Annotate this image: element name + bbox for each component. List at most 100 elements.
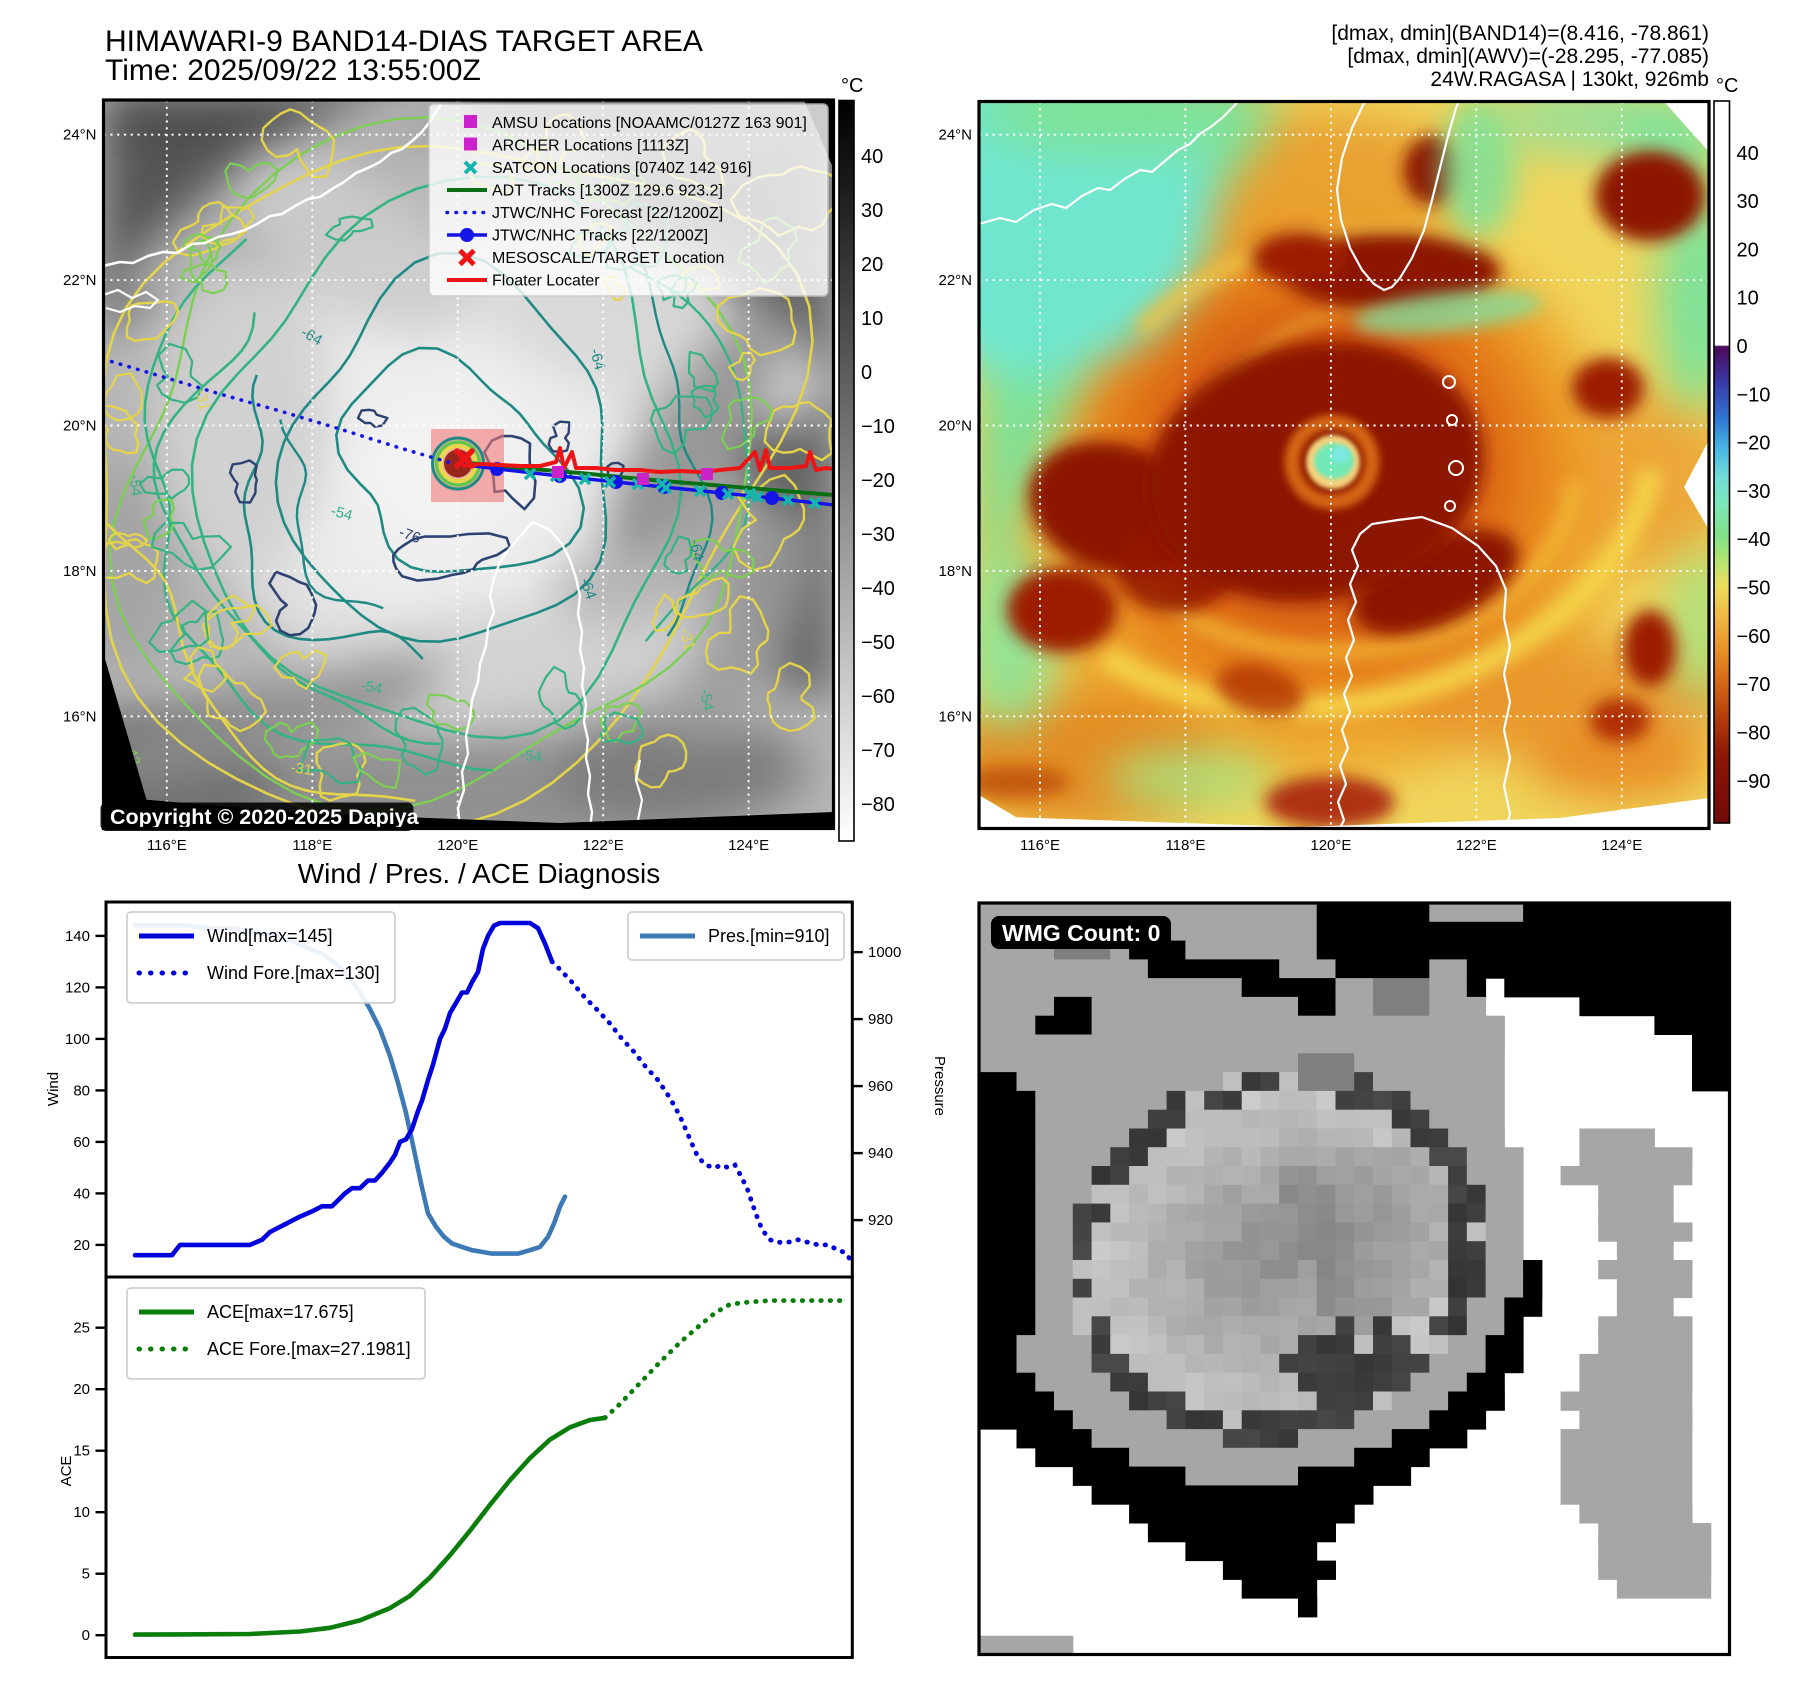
- svg-text:Wind Fore.[max=130]: Wind Fore.[max=130]: [207, 963, 380, 983]
- svg-text:−40: −40: [1737, 529, 1771, 551]
- svg-text:°C: °C: [1716, 75, 1738, 97]
- svg-text:20°N: 20°N: [938, 418, 972, 435]
- svg-text:−80: −80: [861, 794, 895, 816]
- svg-text:18°N: 18°N: [938, 563, 972, 580]
- svg-text:24°N: 24°N: [938, 127, 972, 144]
- svg-text:16°N: 16°N: [63, 708, 97, 725]
- svg-text:−50: −50: [861, 632, 895, 654]
- svg-text:10: 10: [73, 1504, 90, 1521]
- svg-text:−20: −20: [1737, 433, 1771, 455]
- svg-text:10: 10: [861, 308, 883, 330]
- svg-text:100: 100: [65, 1031, 90, 1048]
- svg-text:Wind / Pres. / ACE Diagnosis: Wind / Pres. / ACE Diagnosis: [298, 858, 661, 889]
- svg-text:°C: °C: [841, 75, 863, 97]
- svg-text:980: 980: [868, 1011, 893, 1028]
- svg-text:116°E: 116°E: [147, 837, 187, 854]
- svg-text:40: 40: [861, 146, 883, 168]
- svg-text:-31: -31: [192, 388, 213, 412]
- svg-text:WMG Count: 0: WMG Count: 0: [1002, 920, 1160, 946]
- svg-text:30: 30: [861, 200, 883, 222]
- svg-text:−60: −60: [861, 686, 895, 708]
- svg-text:SATCON Locations [0740Z 142 91: SATCON Locations [0740Z 142 916]: [492, 160, 751, 177]
- svg-text:−30: −30: [861, 524, 895, 546]
- svg-text:80: 80: [73, 1082, 90, 1099]
- svg-text:25: 25: [73, 1320, 90, 1337]
- svg-text:MESOSCALE/TARGET Location: MESOSCALE/TARGET Location: [492, 250, 724, 267]
- svg-text:24°N: 24°N: [63, 127, 97, 144]
- svg-text:40: 40: [73, 1185, 90, 1202]
- svg-text:15: 15: [73, 1443, 90, 1460]
- svg-text:−50: −50: [1737, 578, 1771, 600]
- svg-text:60: 60: [73, 1134, 90, 1151]
- svg-text:-54: -54: [359, 677, 383, 698]
- svg-text:24W.RAGASA | 130kt, 926mb: 24W.RAGASA | 130kt, 926mb: [1430, 68, 1709, 91]
- svg-text:140: 140: [65, 928, 90, 945]
- svg-text:[dmax, dmin](AWV)=(-28.295, -7: [dmax, dmin](AWV)=(-28.295, -77.085): [1347, 45, 1709, 68]
- svg-text:940: 940: [868, 1145, 893, 1162]
- svg-text:-76: -76: [397, 524, 423, 547]
- svg-text:30: 30: [1737, 191, 1759, 213]
- svg-text:118°E: 118°E: [1165, 837, 1205, 854]
- svg-text:JTWC/NHC Forecast [22/1200Z]: JTWC/NHC Forecast [22/1200Z]: [492, 205, 723, 222]
- svg-text:10: 10: [1737, 288, 1759, 310]
- svg-text:124°E: 124°E: [728, 837, 769, 854]
- svg-text:20: 20: [1737, 239, 1759, 261]
- svg-text:-54: -54: [126, 474, 145, 497]
- svg-text:−90: −90: [1737, 771, 1771, 793]
- svg-text:-64: -64: [576, 576, 599, 602]
- svg-text:[dmax, dmin](BAND14)=(8.416, -: [dmax, dmin](BAND14)=(8.416, -78.861): [1331, 22, 1709, 45]
- svg-text:−70: −70: [861, 740, 895, 762]
- svg-text:20: 20: [73, 1381, 90, 1398]
- svg-text:120: 120: [65, 979, 90, 996]
- svg-text:5: 5: [82, 1566, 90, 1583]
- svg-text:ARCHER Locations [1113Z]: ARCHER Locations [1113Z]: [492, 138, 689, 155]
- svg-text:920: 920: [868, 1212, 893, 1229]
- svg-text:AMSU Locations [NOAAMC/0127Z 1: AMSU Locations [NOAAMC/0127Z 163 901]: [492, 115, 807, 132]
- svg-text:0: 0: [82, 1627, 90, 1644]
- svg-text:18°N: 18°N: [63, 563, 97, 580]
- svg-text:122°E: 122°E: [1456, 837, 1497, 854]
- svg-text:Wind: Wind: [45, 1072, 62, 1106]
- svg-text:16°N: 16°N: [938, 708, 972, 725]
- svg-text:JTWC/NHC Tracks [22/1200Z]: JTWC/NHC Tracks [22/1200Z]: [492, 228, 708, 245]
- svg-text:Wind[max=145]: Wind[max=145]: [207, 926, 333, 946]
- svg-text:120°E: 120°E: [437, 837, 478, 854]
- svg-text:−30: −30: [1737, 481, 1771, 503]
- svg-text:Pressure: Pressure: [931, 1056, 948, 1116]
- svg-text:-54: -54: [329, 502, 354, 524]
- svg-text:−60: −60: [1737, 626, 1771, 648]
- svg-text:Time: 2025/09/22 13:55:00Z: Time: 2025/09/22 13:55:00Z: [105, 54, 481, 87]
- svg-text:−70: −70: [1737, 674, 1771, 696]
- svg-text:124°E: 124°E: [1601, 837, 1642, 854]
- svg-text:20: 20: [861, 254, 883, 276]
- svg-text:−80: −80: [1737, 723, 1771, 745]
- svg-text:116°E: 116°E: [1020, 837, 1060, 854]
- svg-text:ACE Fore.[max=27.1981]: ACE Fore.[max=27.1981]: [207, 1339, 411, 1359]
- svg-text:-54: -54: [520, 747, 543, 766]
- svg-text:ADT Tracks [1300Z 129.6 923.2]: ADT Tracks [1300Z 129.6 923.2]: [492, 183, 723, 200]
- svg-text:ACE[max=17.675]: ACE[max=17.675]: [207, 1302, 354, 1322]
- svg-text:−20: −20: [861, 470, 895, 492]
- svg-text:ACE: ACE: [58, 1456, 75, 1487]
- svg-text:Copyright © 2020-2025 Dapiya: Copyright © 2020-2025 Dapiya: [110, 805, 420, 829]
- svg-text:-64: -64: [686, 538, 707, 562]
- svg-text:22°N: 22°N: [938, 272, 972, 289]
- svg-text:22°N: 22°N: [63, 272, 97, 289]
- svg-text:118°E: 118°E: [292, 837, 332, 854]
- svg-text:-31: -31: [676, 627, 698, 652]
- svg-text:−10: −10: [861, 416, 895, 438]
- svg-text:0: 0: [861, 362, 872, 384]
- svg-text:120°E: 120°E: [1310, 837, 1351, 854]
- svg-text:20: 20: [73, 1237, 90, 1254]
- svg-text:Pres.[min=910]: Pres.[min=910]: [708, 926, 830, 946]
- svg-text:HIMAWARI-9 BAND14-DIAS TARGET: HIMAWARI-9 BAND14-DIAS TARGET AREA: [105, 25, 703, 58]
- svg-text:960: 960: [868, 1078, 893, 1095]
- svg-text:0: 0: [1737, 336, 1748, 358]
- svg-text:-54: -54: [696, 688, 717, 712]
- svg-text:40: 40: [1737, 143, 1759, 165]
- svg-text:20°N: 20°N: [63, 418, 97, 435]
- svg-text:−10: −10: [1737, 384, 1771, 406]
- svg-text:Floater Locater: Floater Locater: [492, 273, 600, 290]
- svg-text:-31: -31: [289, 759, 313, 779]
- svg-text:−40: −40: [861, 578, 895, 600]
